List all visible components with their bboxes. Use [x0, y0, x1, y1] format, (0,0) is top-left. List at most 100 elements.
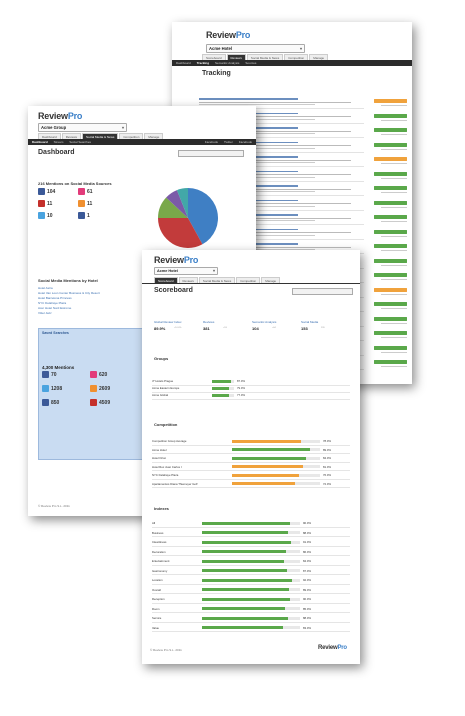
status-badge[interactable]: [374, 287, 407, 292]
group-select[interactable]: Acme Group ▾: [38, 123, 127, 132]
subnav-facebook[interactable]: Facebook: [204, 140, 218, 144]
logo[interactable]: ReviewPro: [206, 30, 251, 40]
group-row[interactable]: Acme Eastern Europe 79.0%: [152, 385, 350, 393]
review-meta: [381, 366, 407, 368]
index-row[interactable]: Service 88.0%: [152, 615, 350, 623]
tab-competition[interactable]: Competition: [119, 133, 144, 140]
tab-reviews[interactable]: Reviews: [226, 54, 246, 61]
index-row-bar: [202, 588, 300, 591]
index-row[interactable]: Room 85.0%: [152, 606, 350, 613]
index-row[interactable]: Gastronomy 87.0%: [152, 568, 350, 575]
competition-row[interactable]: Hotel Orion 84.0%: [152, 455, 350, 463]
index-row[interactable]: Business 88.0%: [152, 530, 350, 537]
pie-slice[interactable]: [166, 190, 188, 218]
index-row-name: Entertainment: [152, 559, 170, 563]
pie-slice[interactable]: [158, 218, 203, 248]
subnav-facebook-2[interactable]: Facebook: [238, 140, 252, 144]
competition-row[interactable]: NYC Delahaye Plaza 76.0%: [152, 472, 350, 480]
competition-row[interactable]: Apartamentos Diana Thiemeyer Golf 72.0%: [152, 481, 350, 488]
main-tabs: Scoreboard Reviews Social Media & News C…: [154, 277, 281, 284]
tab-manage[interactable]: Manage: [144, 133, 164, 140]
status-badge[interactable]: [374, 99, 407, 103]
kpi-label[interactable]: Social Media: [301, 320, 319, 324]
tab-social-media[interactable]: Social Media & News: [82, 133, 119, 140]
tab-manage[interactable]: Manage: [261, 277, 281, 284]
tab-competition[interactable]: Competition: [236, 277, 261, 284]
hotel-link[interactable]: Hotel Astra: [38, 286, 53, 290]
tab-social-media[interactable]: Social Media & News: [198, 277, 236, 284]
status-badge[interactable]: [374, 186, 407, 190]
tab-reviews[interactable]: Reviews: [178, 277, 198, 284]
group-row-value: 77.0%: [237, 393, 245, 397]
tab-dashboard[interactable]: Dashboard: [38, 133, 61, 140]
tab-manage[interactable]: Manage: [309, 54, 329, 61]
status-badge[interactable]: [374, 345, 407, 350]
group-row[interactable]: Acme Global 77.0%: [152, 392, 350, 400]
tab-scoreboard[interactable]: Scoreboard: [202, 54, 226, 61]
hotel-link[interactable]: Hotel Barcelona Princess: [38, 296, 72, 300]
hotel-link[interactable]: Vittel Jazz: [38, 311, 52, 315]
pie-slice[interactable]: [188, 188, 218, 245]
index-row[interactable]: Overall 89.0%: [152, 587, 350, 594]
kpi-label[interactable]: Semantic Analysis: [252, 320, 277, 324]
subnav-social-searches[interactable]: Social Searches: [69, 140, 92, 144]
hotel-select[interactable]: Acme Hotel ▾: [154, 267, 218, 275]
group-row[interactable]: 4* Hotels Prague 87.0%: [152, 378, 350, 386]
subnav-semantic-analysis[interactable]: Semantic Analysis: [215, 61, 240, 65]
competition-row[interactable]: Competition Group Average 78.0%: [152, 438, 350, 446]
status-badge[interactable]: [374, 331, 407, 335]
status-badge[interactable]: [374, 157, 407, 161]
tab-competition[interactable]: Competition: [284, 54, 309, 61]
index-row-bar-fill: [202, 521, 291, 525]
subnav-twitter[interactable]: Twitter: [223, 140, 233, 144]
status-badge[interactable]: [374, 113, 407, 118]
subnav-dashboard[interactable]: Dashboard: [176, 61, 191, 65]
index-row[interactable]: Cleanliness 91.0%: [152, 539, 350, 547]
subnav-dashboard[interactable]: Dashboard: [32, 140, 48, 144]
logo[interactable]: ReviewPro: [38, 111, 83, 121]
status-badge[interactable]: [374, 171, 407, 176]
status-badge[interactable]: [374, 244, 407, 248]
date-range-selector[interactable]: [292, 288, 353, 295]
index-row[interactable]: Value 83.0%: [152, 625, 350, 632]
index-row[interactable]: Reception 90.0%: [152, 596, 350, 604]
index-row[interactable]: Decoration 86.0%: [152, 549, 350, 556]
tab-social-media[interactable]: Social Media & News: [246, 54, 284, 61]
competition-row-bar: [232, 465, 320, 468]
status-badge[interactable]: [374, 128, 407, 132]
hotel-select[interactable]: Acme Hotel ▾: [206, 44, 305, 53]
status-badge[interactable]: [374, 258, 407, 263]
logo[interactable]: ReviewPro: [154, 255, 199, 265]
status-badge[interactable]: [374, 316, 407, 321]
status-badge[interactable]: [374, 302, 407, 306]
index-row[interactable]: All 90.0%: [152, 520, 350, 528]
competition-row[interactable]: Hotel Rex Juan Carlos I 81.0%: [152, 464, 350, 471]
subnav-sources[interactable]: Sources: [245, 61, 257, 65]
pie-slice[interactable]: [176, 188, 188, 218]
review-row[interactable]: [199, 98, 364, 109]
status-badge[interactable]: [374, 142, 407, 147]
tab-reviews[interactable]: Reviews: [61, 133, 82, 140]
tab-scoreboard[interactable]: Scoreboard: [154, 277, 178, 284]
competition-row[interactable]: Acme Hotel 89.0%: [152, 447, 350, 454]
pie-slice[interactable]: [158, 197, 188, 218]
review-text-line: [199, 232, 351, 234]
status-badge[interactable]: [374, 229, 407, 234]
facebook-icon: [42, 399, 49, 406]
date-range-selector[interactable]: [178, 150, 244, 157]
index-row-value: 90.0%: [303, 597, 311, 601]
index-row[interactable]: Location 92.0%: [152, 577, 350, 585]
status-badge[interactable]: [374, 273, 407, 277]
kpi-label[interactable]: Reviews: [203, 320, 215, 324]
index-row-name: All: [152, 521, 156, 525]
subnav-tracking[interactable]: Tracking: [196, 61, 210, 65]
kpi-label[interactable]: Global Review Index: [154, 320, 182, 324]
status-badge[interactable]: [374, 215, 407, 219]
hotel-link[interactable]: Acer Hotel Nord Estrome: [38, 306, 72, 310]
hotel-link[interactable]: NYC Delahaye Plaza: [38, 301, 67, 305]
index-row[interactable]: Entertainment 84.0%: [152, 558, 350, 566]
status-badge[interactable]: [374, 360, 407, 364]
subnav-stream[interactable]: Stream: [53, 140, 64, 144]
hotel-link[interactable]: Hotel Van Loon Center Business & City Re…: [38, 291, 100, 295]
status-badge[interactable]: [374, 200, 407, 205]
